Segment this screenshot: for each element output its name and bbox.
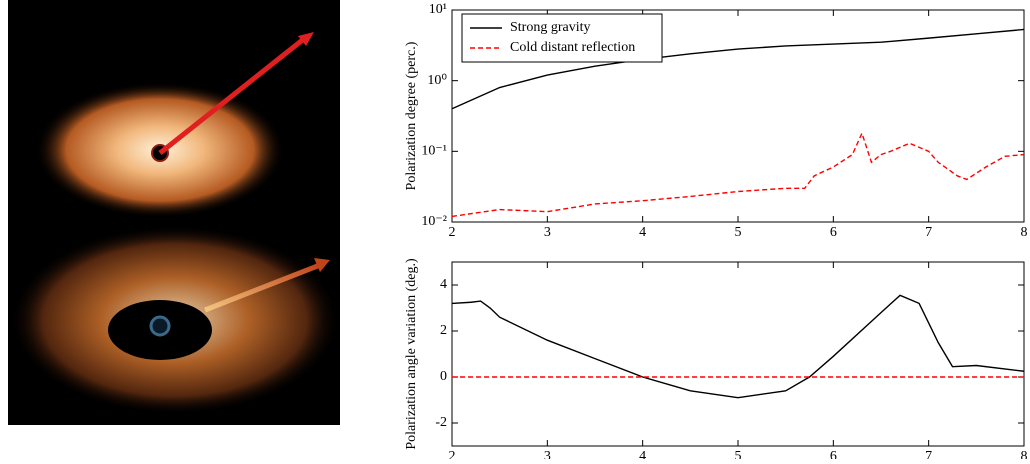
- y-tick-label: -2: [435, 415, 447, 430]
- series-line: [451, 294, 1025, 399]
- y-axis-label: Polarization angle variation (deg.): [404, 258, 419, 450]
- y-tick-label: 2: [440, 323, 447, 338]
- x-tick-label: 2: [449, 225, 456, 240]
- x-tick-label: 6: [830, 225, 837, 240]
- x-tick-label: 2: [449, 449, 456, 459]
- x-tick-label: 5: [735, 449, 742, 459]
- y-tick-label: 10⁰: [427, 73, 447, 88]
- y-tick-label: 0: [440, 369, 447, 384]
- plot-frame: [451, 261, 1025, 447]
- x-tick-label: 5: [735, 225, 742, 240]
- x-tick-label: 4: [639, 225, 646, 240]
- y-axis-label: Polarization degree (perc.): [404, 41, 419, 190]
- x-tick-label: 7: [925, 449, 932, 459]
- y-tick-label: 10¹: [429, 2, 447, 17]
- x-tick-label: 7: [925, 225, 932, 240]
- legend-box: [461, 13, 663, 63]
- illustration: [8, 0, 340, 425]
- x-tick-label: 3: [544, 225, 551, 240]
- x-tick-label: 3: [544, 449, 551, 459]
- x-tick-label: 8: [1021, 225, 1028, 240]
- y-tick-label: 10⁻¹: [421, 144, 447, 159]
- x-tick-label: 4: [639, 449, 646, 459]
- series-line: [451, 28, 1025, 110]
- y-tick-label: 10⁻²: [421, 214, 447, 229]
- y-tick-label: 4: [440, 277, 447, 292]
- x-tick-label: 8: [1021, 449, 1028, 459]
- series-line: [451, 131, 1025, 218]
- x-tick-label: 6: [830, 449, 837, 459]
- legend-label: Cold distant reflection: [510, 40, 635, 55]
- legend-label: Strong gravity: [510, 20, 591, 35]
